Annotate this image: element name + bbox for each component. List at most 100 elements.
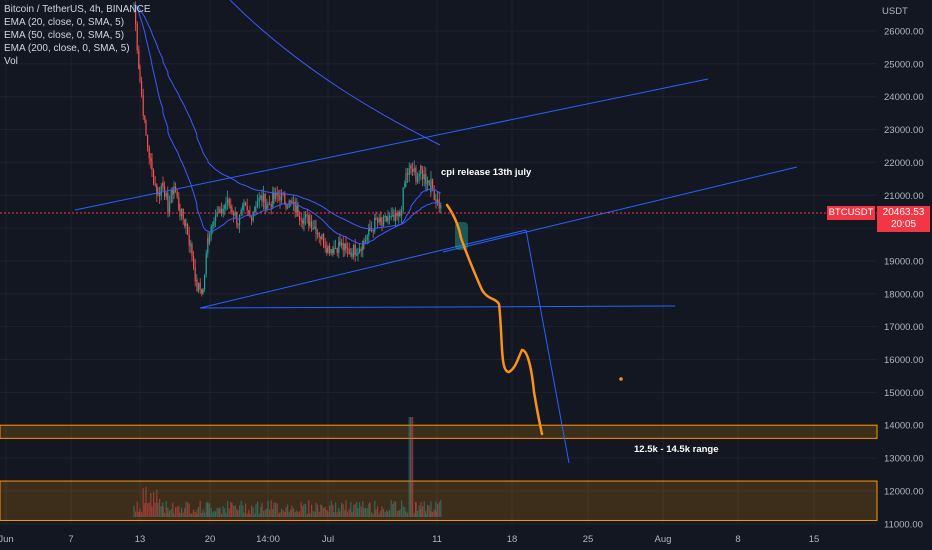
trend-line xyxy=(199,229,527,309)
volume-bar xyxy=(255,504,257,517)
candle-body xyxy=(404,182,406,188)
volume-bar xyxy=(407,512,409,517)
trend-line xyxy=(74,78,709,211)
candle-body xyxy=(219,208,221,213)
ema20-legend[interactable]: EMA (20, close, 0, SMA, 5) xyxy=(4,17,125,28)
candle-body xyxy=(303,217,305,224)
volume-bar xyxy=(297,512,299,517)
candle-body xyxy=(440,204,442,209)
volume-bar xyxy=(204,512,206,517)
candle-body xyxy=(234,212,236,216)
x-tick-label: 20 xyxy=(205,534,216,545)
candle-body xyxy=(215,216,217,222)
candle-body xyxy=(243,202,245,205)
candle-body xyxy=(281,192,283,201)
range-annotation: 12.5k - 14.5k range xyxy=(634,444,719,455)
volume-bar xyxy=(275,502,277,517)
volume-bar xyxy=(412,417,414,517)
volume-bar xyxy=(368,503,370,517)
candle-body xyxy=(428,180,430,186)
candle-body xyxy=(294,201,296,213)
volume-bar xyxy=(267,501,269,517)
candle-body xyxy=(437,199,439,203)
volume-bar xyxy=(167,512,169,517)
candle-body xyxy=(293,201,295,203)
candle-body xyxy=(430,179,432,192)
volume-bar xyxy=(327,511,329,517)
volume-bar xyxy=(435,501,437,517)
volume-bar xyxy=(303,503,305,517)
volume-bar xyxy=(305,503,307,517)
volume-bar xyxy=(147,503,149,517)
volume-bar xyxy=(404,507,406,517)
candle-body xyxy=(305,214,307,218)
candle-body xyxy=(260,195,262,198)
candle-body xyxy=(375,217,377,220)
volume-bar xyxy=(187,502,189,517)
candle-body xyxy=(327,246,329,253)
candle-body xyxy=(227,198,229,203)
candle-body xyxy=(389,216,391,219)
volume-bar xyxy=(176,506,178,517)
candle-body xyxy=(278,195,280,197)
volume-legend[interactable]: Vol xyxy=(4,56,18,67)
candle-body xyxy=(147,134,149,147)
candle-body xyxy=(320,237,322,239)
time-axis[interactable]: Jun 7 13 20 14:00 Jul 11 18 25 Aug 8 15 xyxy=(0,534,819,545)
ema200-legend[interactable]: EMA (200, close, 0, SMA, 5) xyxy=(4,43,130,54)
volume-bar xyxy=(263,510,265,517)
volume-bar xyxy=(237,510,239,517)
candle-body xyxy=(380,217,382,222)
candle-body xyxy=(326,247,328,253)
symbol-price-tag: BTCUSDT xyxy=(827,206,875,220)
y-tick-label: 19000.00 xyxy=(884,256,924,267)
candle-body xyxy=(324,245,326,248)
volume-bar xyxy=(417,510,419,517)
y-tick-label: 18000.00 xyxy=(884,289,924,300)
price-axis[interactable]: 26000.00 25000.00 24000.00 23000.00 22000.00… xyxy=(884,27,924,531)
chart-legend: Bitcoin / TetherUS, 4h, BINANCE EMA (20,… xyxy=(4,3,151,68)
volume-bar xyxy=(282,510,284,517)
volume-bar xyxy=(159,498,161,517)
volume-bar xyxy=(357,508,359,517)
volume-bar xyxy=(162,506,164,517)
candle-body xyxy=(342,242,344,251)
volume-bar xyxy=(342,504,344,517)
volume-bar xyxy=(430,501,432,517)
candle-body xyxy=(418,173,420,177)
y-tick-label: 13000.00 xyxy=(884,454,924,465)
candlesticks xyxy=(133,1,442,297)
trend-line xyxy=(442,166,798,253)
volume-bar xyxy=(257,501,259,517)
candle-body xyxy=(169,203,171,214)
y-tick-label: 16000.00 xyxy=(884,355,924,366)
candle-body xyxy=(228,198,230,207)
ema50-legend[interactable]: EMA (50, close, 0, SMA, 5) xyxy=(4,30,125,41)
volume-bar xyxy=(335,502,337,517)
x-tick-label: Jun xyxy=(0,534,14,545)
volume-bar xyxy=(339,511,341,517)
trend-line xyxy=(525,229,570,464)
candle-body xyxy=(299,216,301,220)
candle-body xyxy=(412,168,414,172)
candle-body xyxy=(188,235,190,246)
candle-body xyxy=(410,165,412,169)
symbol-title[interactable]: Bitcoin / TetherUS, 4h, BINANCE xyxy=(4,4,151,15)
candle-body xyxy=(345,243,347,249)
volume-bar xyxy=(141,512,143,517)
volume-bar xyxy=(239,505,241,517)
y-tick-label: 21000.00 xyxy=(884,191,924,202)
candle-body xyxy=(165,192,167,197)
volume-bar xyxy=(329,505,331,517)
candle-body xyxy=(285,203,287,209)
volume-bar xyxy=(202,509,204,517)
x-tick-label: 15 xyxy=(809,534,820,545)
volume-bar xyxy=(150,493,152,517)
volume-bar xyxy=(288,511,290,517)
volume-bar xyxy=(151,506,153,517)
volume-bar xyxy=(293,508,295,517)
volume-bar xyxy=(221,513,223,517)
volume-bar xyxy=(353,505,355,517)
candle-body xyxy=(185,224,187,226)
